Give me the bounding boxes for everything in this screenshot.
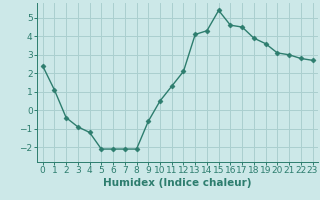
- X-axis label: Humidex (Indice chaleur): Humidex (Indice chaleur): [103, 178, 252, 188]
